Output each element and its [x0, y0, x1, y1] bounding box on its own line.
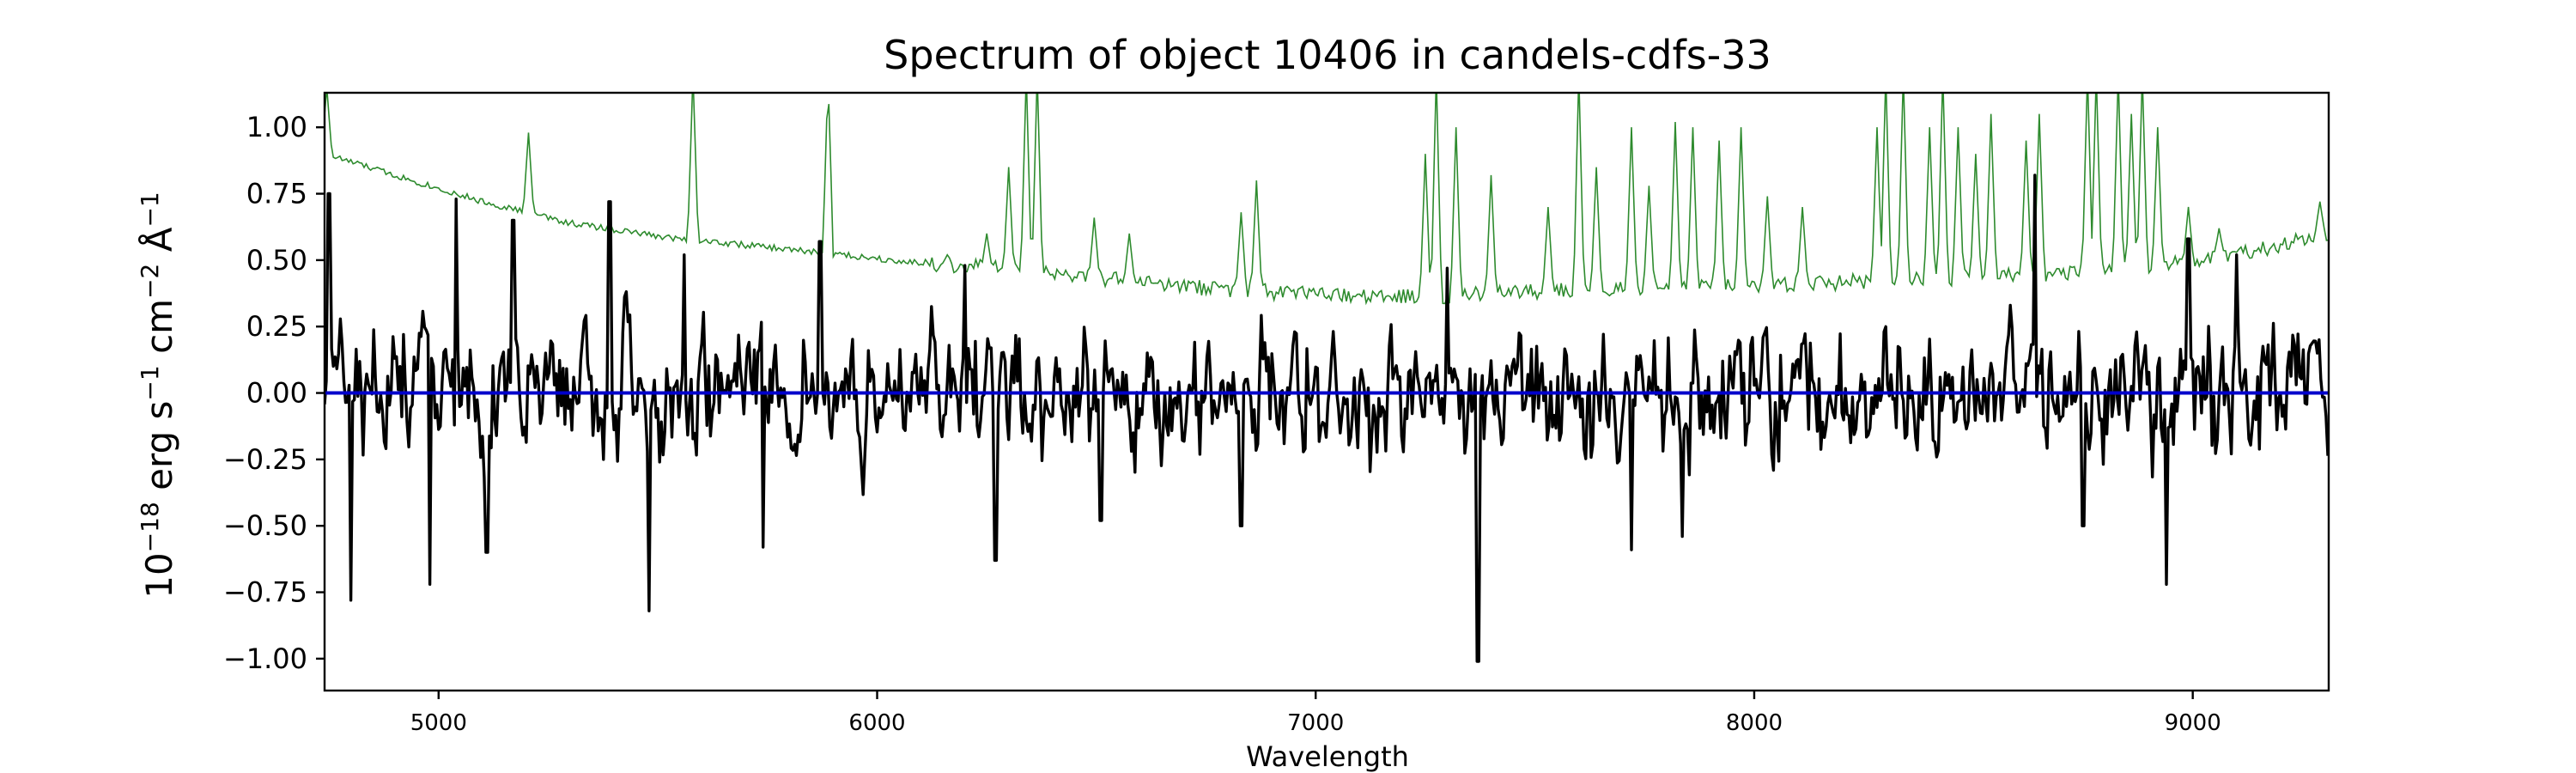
x-tick-label: 8000	[1726, 710, 1783, 736]
axes-border	[323, 91, 2330, 692]
y-label-unit: cm	[138, 299, 180, 365]
y-tick-label: 1.00	[246, 111, 307, 143]
y-tick-label: −0.50	[223, 509, 307, 542]
flux-spectrum-line	[325, 173, 2329, 663]
y-label-prefix: 10	[138, 552, 180, 598]
axes-frame	[323, 91, 2330, 692]
y-tick-label: 0.50	[246, 244, 307, 277]
y-label-exponent: −18	[136, 502, 164, 552]
y-label-unit-exponent: −2	[136, 264, 164, 299]
y-label-unit: Å	[137, 227, 180, 263]
y-tick-label: 0.75	[246, 178, 307, 210]
x-axis-ticks: 5000 6000 7000 8000 9000	[410, 691, 2221, 736]
y-tick-label: −0.25	[223, 443, 307, 476]
x-tick-label: 7000	[1287, 710, 1344, 736]
y-label-unit-exponent: −1	[136, 192, 164, 227]
chart-title: Spectrum of object 10406 in candels-cdfs…	[884, 32, 1771, 78]
error-spectrum-line	[325, 93, 2329, 306]
y-axis-label: 10−18 erg s−1 cm−2 Å−1	[136, 192, 181, 598]
y-tick-label: 0.25	[246, 310, 307, 343]
x-axis-label: Wavelength	[1246, 740, 1409, 773]
y-axis-ticks: −1.00 −0.75 −0.50 −0.25 0.00 0.25 0.50 0.75 1.00	[223, 111, 325, 675]
x-tick-label: 6000	[848, 710, 905, 736]
x-tick-label: 5000	[410, 710, 467, 736]
y-label-unit: erg s	[138, 401, 180, 502]
plot-area	[325, 93, 2329, 663]
y-label-unit-exponent: −1	[136, 365, 164, 400]
y-tick-label: −0.75	[223, 576, 307, 609]
x-tick-label: 9000	[2165, 710, 2221, 736]
y-tick-label: 0.00	[246, 377, 307, 410]
y-tick-label: −1.00	[223, 642, 307, 675]
